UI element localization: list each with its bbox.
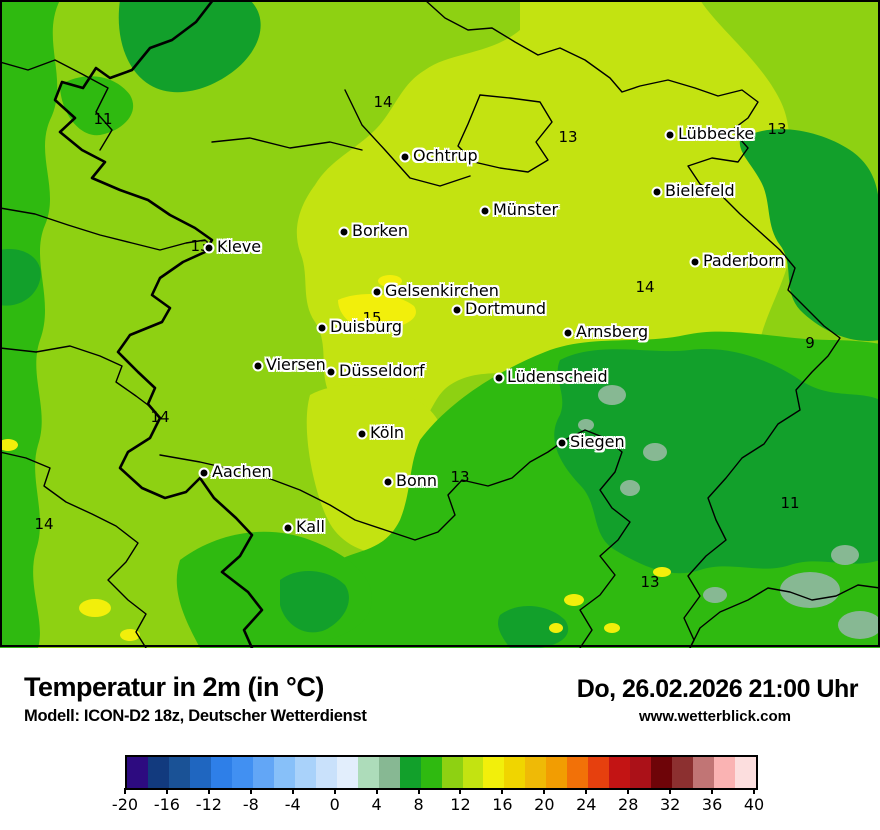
colorbar-segment	[504, 757, 526, 788]
colorbar-segments	[125, 755, 758, 790]
colorbar-segment	[357, 757, 379, 788]
colorbar-segment	[147, 757, 169, 788]
tick-label: 40	[743, 795, 765, 814]
tick-label: 36	[701, 795, 723, 814]
tick-mark	[375, 788, 378, 794]
colorbar-segment	[127, 757, 148, 788]
tick-mark	[165, 788, 168, 794]
tick-mark	[417, 788, 420, 794]
tick-label: 16	[492, 795, 513, 814]
colorbar-segment	[315, 757, 337, 788]
tick-mark	[291, 788, 294, 794]
tick-label: 20	[534, 795, 555, 814]
tick-label: -4	[284, 795, 301, 814]
colorbar-segment	[630, 757, 652, 788]
tick-label: 32	[659, 795, 681, 814]
colorbar-segment	[525, 757, 547, 788]
tick-mark	[333, 788, 336, 794]
tick-mark	[124, 788, 126, 794]
tick-mark	[207, 788, 210, 794]
tick-label: -20	[111, 795, 139, 814]
colorbar-segment	[672, 757, 694, 788]
tick-label: 0	[329, 795, 340, 814]
colorbar-segment	[462, 757, 484, 788]
colorbar-segment	[420, 757, 442, 788]
tick-label: -12	[195, 795, 222, 814]
colorbar-segment	[252, 757, 274, 788]
tick-mark	[543, 788, 546, 794]
colorbar-segment	[399, 757, 421, 788]
tick-mark	[669, 788, 672, 794]
colorbar-segment	[609, 757, 631, 788]
colorbar-segment	[588, 757, 610, 788]
colorbar-segment	[273, 757, 295, 788]
colorbar-segment	[546, 757, 568, 788]
tick-mark	[753, 788, 755, 794]
page-title: Temperatur in 2m (in °C)	[24, 672, 324, 702]
colorbar-segment	[693, 757, 715, 788]
temperature-map: 11 14 13 13 13 14 15 9 14 13 11 14 13 Ochtrup Lübbeck…	[0, 0, 880, 648]
tick-label: 4	[371, 795, 382, 814]
colorbar-segment	[231, 757, 253, 788]
tick-label: 28	[618, 795, 639, 814]
tick-mark	[711, 788, 714, 794]
website-label: www.wetterblick.com	[639, 708, 791, 725]
map-raster	[0, 0, 880, 648]
tick-mark	[585, 788, 588, 794]
colorbar-segment	[378, 757, 400, 788]
tick-label: 12	[450, 795, 471, 814]
colorbar-ticks: -20 -16 -12 -8 -4 0 4 8 12 16 20 24 28 32 36 40	[112, 788, 764, 816]
colorbar-segment	[210, 757, 232, 788]
model-subtitle: Modell: ICON-D2 18z, Deutscher Wetterdie…	[24, 707, 367, 725]
colorbar-segment	[714, 757, 736, 788]
colorbar-segment	[168, 757, 190, 788]
colorbar-segment	[189, 757, 211, 788]
tick-label: -8	[242, 795, 259, 814]
tick-mark	[501, 788, 504, 794]
colorbar-segment	[735, 757, 757, 788]
colorbar-segment	[336, 757, 358, 788]
tick-mark	[627, 788, 630, 794]
colorbar-segment	[651, 757, 673, 788]
forecast-datetime: Do, 26.02.2026 21:00 Uhr	[576, 675, 859, 703]
tick-label: -16	[153, 795, 180, 814]
tick-mark	[249, 788, 252, 794]
tick-label: 24	[576, 795, 597, 814]
colorbar-segment	[483, 757, 505, 788]
colorbar-segment	[294, 757, 316, 788]
colorbar-segment	[441, 757, 463, 788]
colorbar-segment	[567, 757, 589, 788]
tick-mark	[459, 788, 462, 794]
tick-label: 8	[413, 795, 424, 814]
